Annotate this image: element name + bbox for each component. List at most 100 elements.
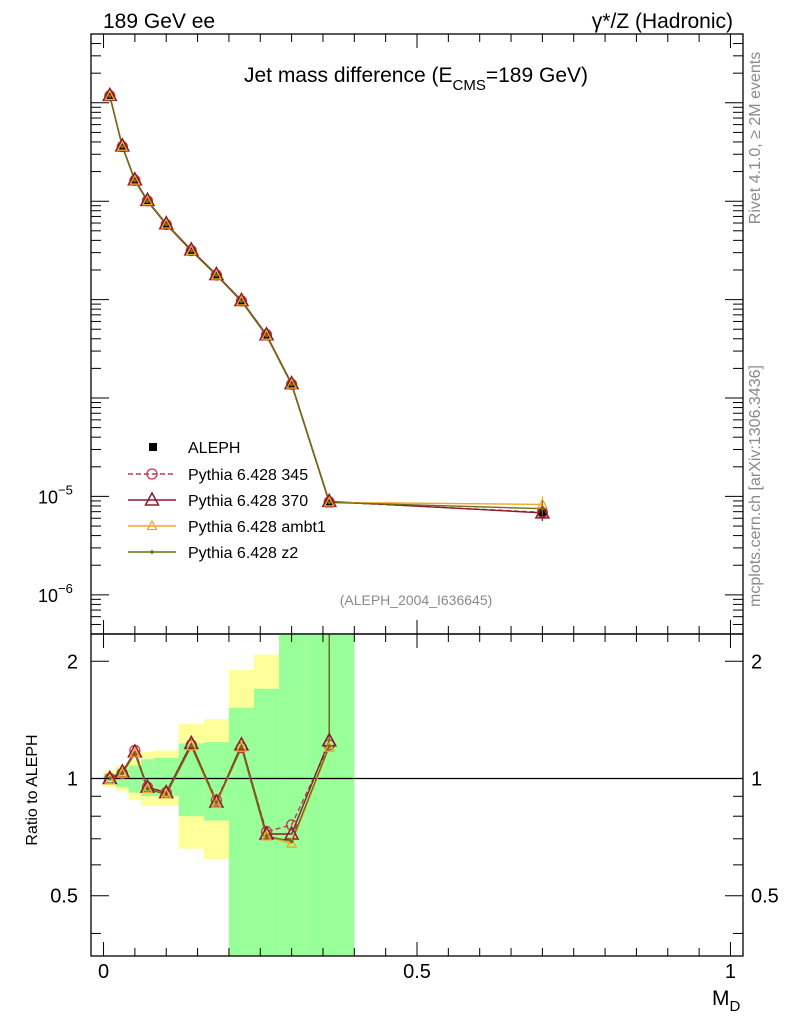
main-data-point-dot xyxy=(289,382,294,387)
main-data-point-dot xyxy=(164,222,169,227)
main-plot-frame xyxy=(90,33,744,635)
main-data-point-dot xyxy=(108,94,112,98)
ratio-data-point-triangle xyxy=(129,746,141,758)
main-plot-panel: Jet mass difference (ECMS=189 GeV) (ALEP… xyxy=(38,33,744,635)
main-data-point-dot xyxy=(239,299,244,304)
ratio-data-point-dot xyxy=(289,839,294,844)
main-data-point-dot xyxy=(540,506,545,511)
main-data-point-triangle xyxy=(127,171,143,186)
legend-entry-label: Pythia 6.428 ambt1 xyxy=(188,519,326,536)
legend-swatch-triangle xyxy=(146,519,158,531)
main-title-prefix: Jet mass difference (E xyxy=(244,64,453,87)
ratio-data-point-triangle xyxy=(323,741,335,752)
ratio-data-point-triangle xyxy=(258,825,275,840)
main-series-line xyxy=(109,95,543,514)
main-data-point-dot xyxy=(145,199,150,203)
ratio-data-point-dot xyxy=(133,751,137,756)
ratio-data-point-dot xyxy=(145,787,150,791)
main-data-point-dot xyxy=(189,249,194,253)
main-data-point-triangle xyxy=(286,378,298,389)
ratio-data-point-triangle xyxy=(141,782,154,794)
mcplots-label: mcplots.cern.ch [arXiv:1306.3436] xyxy=(747,365,764,607)
legend-entry-label: ALEPH xyxy=(188,440,240,457)
ratio-plot-frame xyxy=(90,633,744,957)
main-data-point-triangle xyxy=(260,329,273,340)
x-axis-label: MD xyxy=(712,987,741,1015)
legend-entry-label: Pythia 6.428 345 xyxy=(188,467,308,484)
ratio-stat-uncertainty-band xyxy=(279,634,305,956)
main-data-point-triangle xyxy=(323,495,335,507)
ratio-data-point-dot xyxy=(189,744,194,749)
ratio-data-point-triangle xyxy=(286,837,298,848)
main-data-point-dot xyxy=(133,178,137,183)
main-y-tick-base: 10 xyxy=(38,487,58,507)
ratio-data-point-triangle xyxy=(260,830,273,841)
ratio-data-point-dot xyxy=(120,771,125,776)
main-y-tick-label: 10−6 xyxy=(38,581,73,606)
main-series-line xyxy=(109,95,543,513)
legend-entry-label: Pythia 6.428 z2 xyxy=(188,545,298,562)
ratio-data-point-triangle xyxy=(233,736,250,751)
main-data-point-triangle xyxy=(235,294,248,306)
legend-swatch-triangle xyxy=(144,491,160,506)
main-title: Jet mass difference (ECMS=189 GeV) xyxy=(244,64,588,94)
main-data-point-triangle xyxy=(114,137,131,152)
main-y-tick-label: 10−5 xyxy=(38,482,73,507)
ratio-y-tick-label-right: 1 xyxy=(751,768,762,790)
ratio-data-point-dot xyxy=(264,834,269,839)
main-data-point-triangle xyxy=(104,89,116,101)
header-right-label: γ*/Z (Hadronic) xyxy=(592,10,733,33)
ratio-data-point-dot xyxy=(239,745,244,750)
ratio-data-point-triangle xyxy=(235,741,248,752)
main-data-point-triangle xyxy=(139,191,156,207)
main-data-point-dot xyxy=(327,500,332,505)
legend-swatch-square xyxy=(149,443,157,451)
x-axis-label-main: M xyxy=(712,987,730,1010)
main-data-point-triangle xyxy=(185,244,197,256)
ratio-stat-uncertainty-band xyxy=(254,688,280,956)
ratio-data-point-triangle xyxy=(116,767,128,778)
ratio-data-point-dot xyxy=(108,776,112,781)
main-title-suffix: =189 GeV) xyxy=(486,64,588,87)
ratio-data-point-triangle xyxy=(183,734,200,750)
analysis-tag: (ALEPH_2004_I636645) xyxy=(340,592,493,608)
ratio-y-tick-label-left: 0.5 xyxy=(50,886,78,908)
ratio-data-point-dot xyxy=(164,792,169,797)
ratio-y-axis-label: Ratio to ALEPH xyxy=(24,734,41,845)
main-series-line xyxy=(109,95,543,510)
ratio-stat-uncertainty-band xyxy=(178,743,204,817)
main-data-point-triangle xyxy=(102,86,118,102)
ratio-data-point-triangle xyxy=(210,797,222,809)
rivet-version-label: Rivet 4.1.0, ≥ 2M events xyxy=(747,52,764,224)
main-data-point-dot xyxy=(120,144,125,149)
header-left-label: 189 GeV ee xyxy=(103,10,215,33)
x-tick-label: 0 xyxy=(98,961,109,983)
main-data-point-triangle xyxy=(534,504,551,519)
ratio-data-point-dot xyxy=(214,800,219,804)
legend-swatch-dot xyxy=(150,550,154,554)
main-data-point-triangle xyxy=(116,140,128,151)
ratio-data-point-circle xyxy=(285,819,298,831)
legend-entry-label: Pythia 6.428 370 xyxy=(188,493,308,510)
x-tick-label: 0.5 xyxy=(403,961,431,983)
legend: ALEPH Pythia 6.428 345 Pythia 6.428 370 Pyt… xyxy=(128,440,326,562)
main-y-tick-exponent: −5 xyxy=(58,482,73,497)
main-y-tick-exponent: −6 xyxy=(58,581,73,596)
ratio-plot-panel: 0.5 0.5 1 1 2 2 0 0.5 1 Ratio to ALEPH MD xyxy=(24,633,779,1015)
ratio-data-point-circle xyxy=(323,739,335,751)
main-data-point-triangle xyxy=(158,215,174,230)
main-y-tick-base: 10 xyxy=(38,586,58,606)
ratio-y-tick-label-left: 2 xyxy=(67,651,78,673)
ratio-y-tick-label-right: 2 xyxy=(751,651,762,673)
main-data-point-dot xyxy=(214,273,219,278)
x-axis-label-sub: D xyxy=(730,998,741,1015)
main-data-point-triangle xyxy=(210,269,222,280)
x-tick-label: 1 xyxy=(725,961,736,983)
ratio-data-point-triangle xyxy=(160,788,172,799)
ratio-y-tick-label-right: 0.5 xyxy=(751,886,779,908)
legend-swatch-circle xyxy=(146,468,158,480)
main-data-point-triangle xyxy=(141,194,154,206)
ratio-y-tick-label-left: 1 xyxy=(67,768,78,790)
main-data-point-dot xyxy=(264,333,269,338)
